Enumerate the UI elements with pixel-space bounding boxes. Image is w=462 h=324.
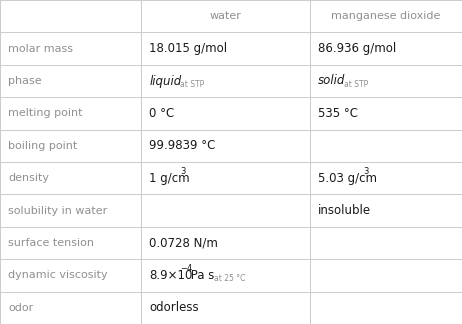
Text: dynamic viscosity: dynamic viscosity (8, 271, 108, 280)
Text: liquid: liquid (149, 75, 182, 87)
Text: insoluble: insoluble (318, 204, 371, 217)
Text: boiling point: boiling point (8, 141, 78, 151)
Text: at STP: at STP (180, 80, 204, 89)
Text: melting point: melting point (8, 109, 83, 118)
Text: surface tension: surface tension (8, 238, 94, 248)
Text: Pa s: Pa s (187, 269, 214, 282)
Text: solubility in water: solubility in water (8, 206, 108, 215)
Text: 0 °C: 0 °C (149, 107, 175, 120)
Text: phase: phase (8, 76, 42, 86)
Text: solid: solid (318, 75, 345, 87)
Text: 3: 3 (180, 167, 185, 176)
Text: 535 °C: 535 °C (318, 107, 358, 120)
Text: density: density (8, 173, 49, 183)
Text: manganese dioxide: manganese dioxide (331, 11, 440, 21)
Text: 0.0728 N/m: 0.0728 N/m (149, 237, 218, 249)
Text: 3: 3 (364, 167, 369, 176)
Text: 1 g/cm: 1 g/cm (149, 172, 190, 185)
Text: 5.03 g/cm: 5.03 g/cm (318, 172, 377, 185)
Text: molar mass: molar mass (8, 44, 73, 53)
Text: 18.015 g/mol: 18.015 g/mol (149, 42, 227, 55)
Text: −4: −4 (180, 264, 192, 273)
Text: 86.936 g/mol: 86.936 g/mol (318, 42, 396, 55)
Text: 8.9×10: 8.9×10 (149, 269, 193, 282)
Text: 99.9839 °C: 99.9839 °C (149, 139, 216, 152)
Text: odorless: odorless (149, 301, 199, 314)
Text: water: water (209, 11, 241, 21)
Text: at STP: at STP (344, 80, 368, 89)
Text: at 25 °C: at 25 °C (214, 274, 245, 283)
Text: odor: odor (8, 303, 34, 313)
